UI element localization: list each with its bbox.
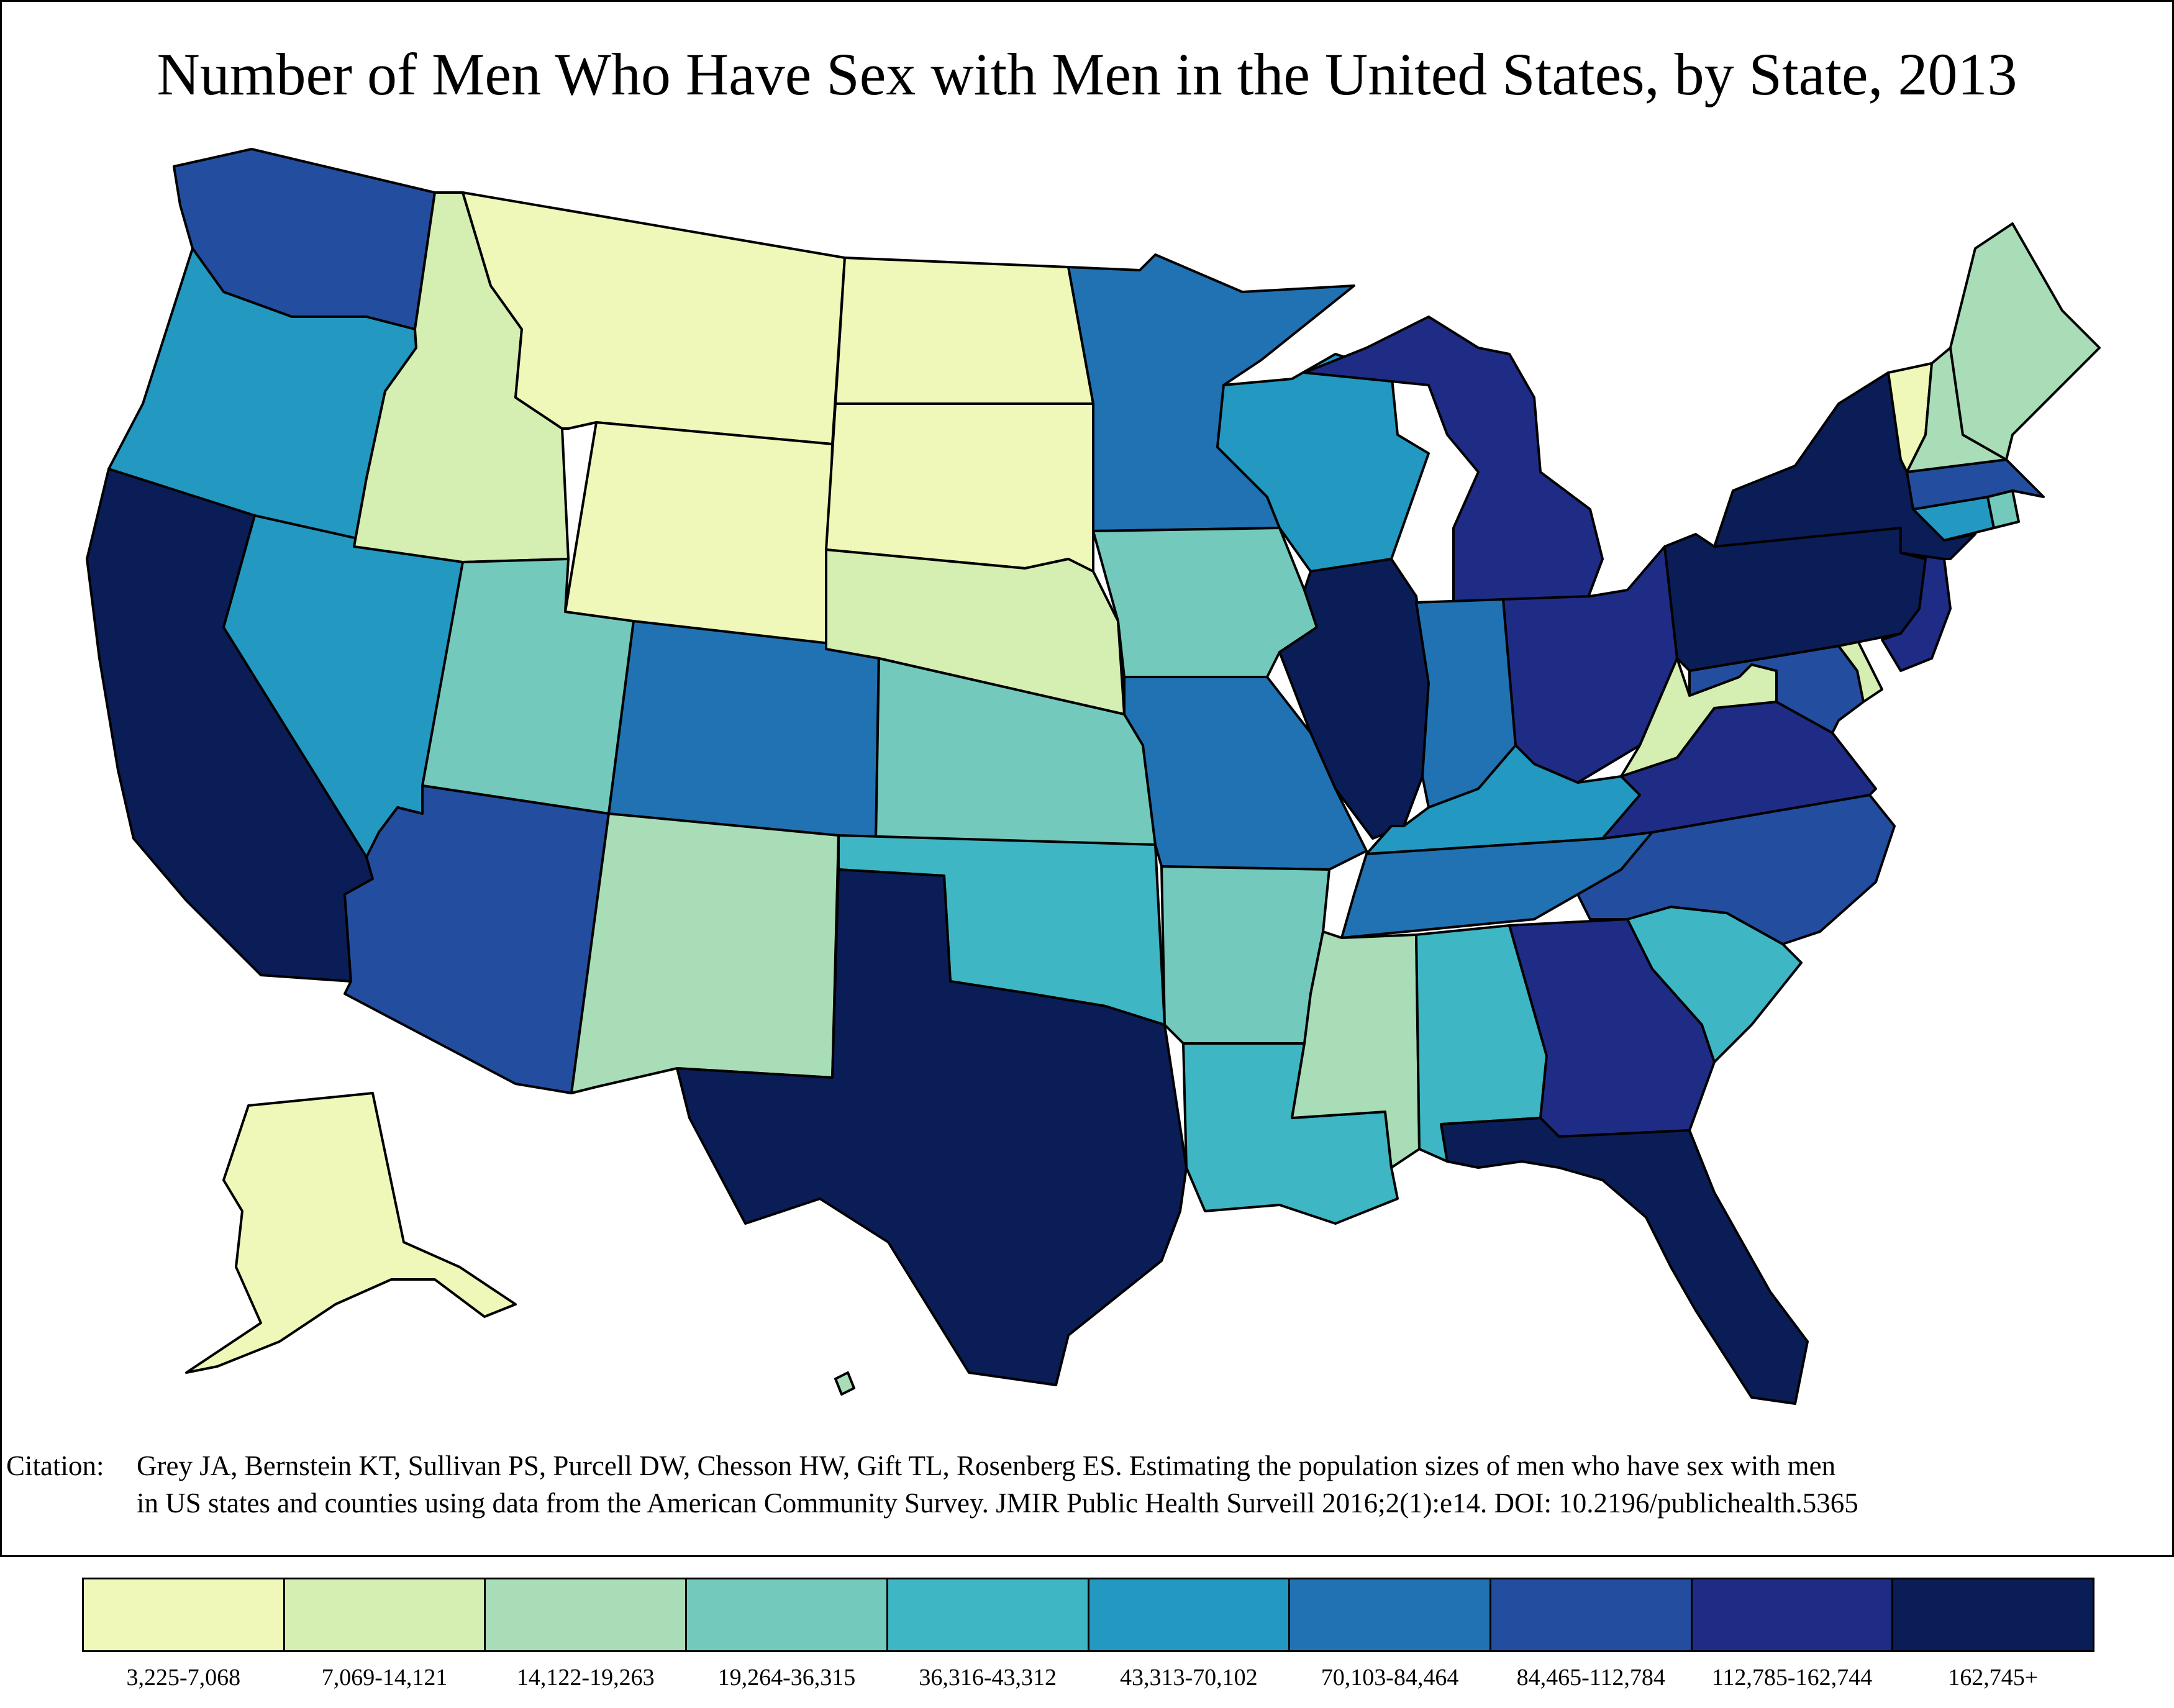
state-AZ [343,784,610,1094]
state-ND [834,257,1094,405]
legend-label: 112,785-162,744 [1711,1665,1873,1691]
citation: Citation: Grey JA, Bernstein KT, Sulliva… [6,1447,2168,1522]
legend: 3,225-7,068 7,069-14,121 14,122-19,263 1… [82,1578,2094,1691]
state-AR [1160,865,1330,1045]
state-MI [1303,316,1604,610]
state-WI [1216,353,1430,573]
legend-label: 84,465-112,784 [1516,1665,1665,1691]
legend-swatch: 84,465-112,784 [1491,1579,1693,1691]
legend-swatch: 14,122-19,263 [486,1579,688,1691]
state-FL [1440,1117,1809,1405]
state-NJ [1881,552,1952,672]
legend-label: 70,103-84,464 [1321,1665,1459,1691]
state-WY [564,421,834,650]
citation-label: Citation: [6,1450,104,1481]
legend-label: 14,122-19,263 [516,1665,655,1691]
citation-line-1: Grey JA, Bernstein KT, Sullivan PS, Purc… [137,1450,1836,1481]
legend-label: 7,069-14,121 [321,1665,448,1691]
legend-swatch: 162,745+ [1893,1579,2093,1691]
legend-swatch: 7,069-14,121 [284,1579,486,1691]
legend-swatch: 19,264-36,315 [687,1579,888,1691]
legend-swatch: 112,785-162,744 [1692,1579,1894,1691]
legend-swatch: 36,316-43,312 [888,1579,1089,1691]
state-AK [185,1092,517,1374]
legend-swatch: 43,313-70,102 [1089,1579,1291,1691]
us-choropleth-map [86,148,2101,1405]
legend-label: 3,225-7,068 [126,1665,241,1691]
legend-swatch: 3,225-7,068 [84,1579,285,1691]
legend-label: 162,745+ [1948,1665,2039,1691]
state-MA [1906,458,2045,511]
legend-label: 36,316-43,312 [919,1665,1057,1691]
legend-swatch: 70,103-84,464 [1290,1579,1491,1691]
state-SD [825,402,1094,573]
state-ME [1949,222,2101,461]
state-HI [834,1371,855,1396]
state-TX [676,868,1188,1386]
map-title: Number of Men Who Have Sex with Men in t… [157,41,2017,107]
legend-label: 43,313-70,102 [1120,1665,1258,1691]
state-IL [1278,558,1430,840]
state-NM [570,812,840,1094]
state-CO [607,620,880,846]
legend-label: 19,264-36,315 [717,1665,856,1691]
citation-line-2: in US states and counties using data fro… [137,1488,1858,1519]
